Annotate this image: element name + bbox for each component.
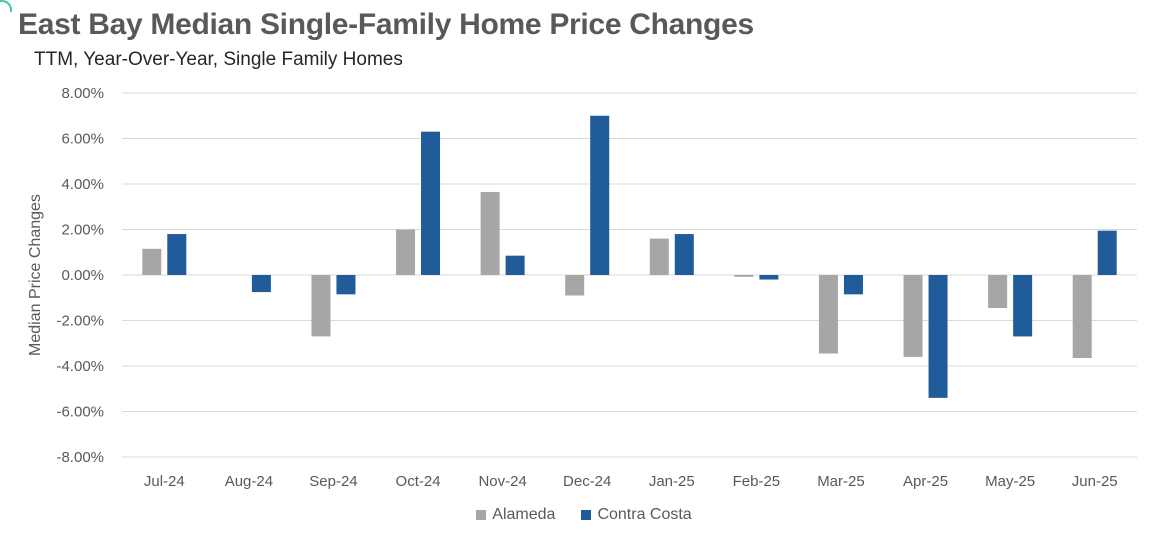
bar-alameda bbox=[565, 275, 585, 296]
bar-alameda bbox=[649, 238, 669, 275]
legend-swatch-alameda bbox=[476, 510, 487, 520]
legend: Alameda Contra Costa bbox=[0, 506, 1168, 524]
x-tick-label: Feb-25 bbox=[733, 473, 781, 490]
x-tick-label: Jun-25 bbox=[1072, 473, 1118, 490]
x-tick-label: Mar-25 bbox=[817, 473, 865, 490]
bar-contra-costa bbox=[505, 255, 525, 275]
bar-contra-costa bbox=[421, 131, 441, 275]
legend-label-contra-costa: Contra Costa bbox=[597, 506, 692, 523]
bar-contra-costa bbox=[843, 275, 863, 295]
chart-subtitle: TTM, Year-Over-Year, Single Family Homes bbox=[34, 49, 403, 70]
y-tick-label: -4.00% bbox=[56, 358, 104, 375]
bar-alameda bbox=[311, 275, 331, 337]
bar-contra-costa bbox=[1097, 230, 1117, 275]
bar-alameda bbox=[818, 275, 838, 354]
legend-item-contra-costa[interactable]: Contra Costa bbox=[581, 506, 692, 524]
x-tick-label: Jan-25 bbox=[649, 473, 695, 490]
bar-contra-costa bbox=[336, 275, 356, 295]
bar-contra-costa bbox=[1013, 275, 1033, 337]
bar-alameda bbox=[903, 275, 923, 357]
bar-alameda bbox=[480, 191, 500, 275]
bar-contra-costa bbox=[928, 275, 948, 398]
legend-label-alameda: Alameda bbox=[492, 506, 556, 523]
x-tick-label: Dec-24 bbox=[563, 473, 611, 490]
x-tick-label: Oct-24 bbox=[396, 473, 441, 490]
chart-title: East Bay Median Single-Family Home Price… bbox=[18, 8, 754, 41]
y-axis-title: Median Price Changes bbox=[27, 194, 44, 356]
bar-contra-costa bbox=[674, 234, 694, 275]
y-tick-label: 8.00% bbox=[61, 85, 104, 102]
x-tick-label: Aug-24 bbox=[225, 473, 273, 490]
bar-alameda bbox=[734, 275, 754, 277]
y-tick-label: 2.00% bbox=[61, 222, 104, 239]
bar-contra-costa bbox=[759, 275, 779, 280]
x-tick-label: Jul-24 bbox=[144, 473, 185, 490]
bar-alameda bbox=[396, 229, 416, 275]
bar-alameda bbox=[988, 275, 1008, 308]
bar-alameda bbox=[1072, 275, 1092, 359]
x-tick-label: Nov-24 bbox=[478, 473, 526, 490]
legend-item-alameda[interactable]: Alameda bbox=[476, 506, 555, 524]
y-tick-label: 0.00% bbox=[61, 267, 104, 284]
bar-contra-costa bbox=[590, 115, 610, 275]
legend-swatch-contra-costa bbox=[581, 510, 592, 520]
y-tick-label: -6.00% bbox=[56, 404, 104, 421]
y-tick-label: -8.00% bbox=[56, 449, 104, 466]
x-tick-label: Sep-24 bbox=[309, 473, 357, 490]
y-tick-label: -2.00% bbox=[56, 313, 104, 330]
y-tick-label: 6.00% bbox=[61, 131, 104, 148]
bar-contra-costa bbox=[251, 275, 271, 293]
y-tick-label: 4.00% bbox=[61, 176, 104, 193]
bar-alameda bbox=[142, 248, 162, 275]
x-tick-label: Apr-25 bbox=[903, 473, 948, 490]
bar-contra-costa bbox=[167, 234, 187, 275]
x-tick-label: May-25 bbox=[985, 473, 1035, 490]
